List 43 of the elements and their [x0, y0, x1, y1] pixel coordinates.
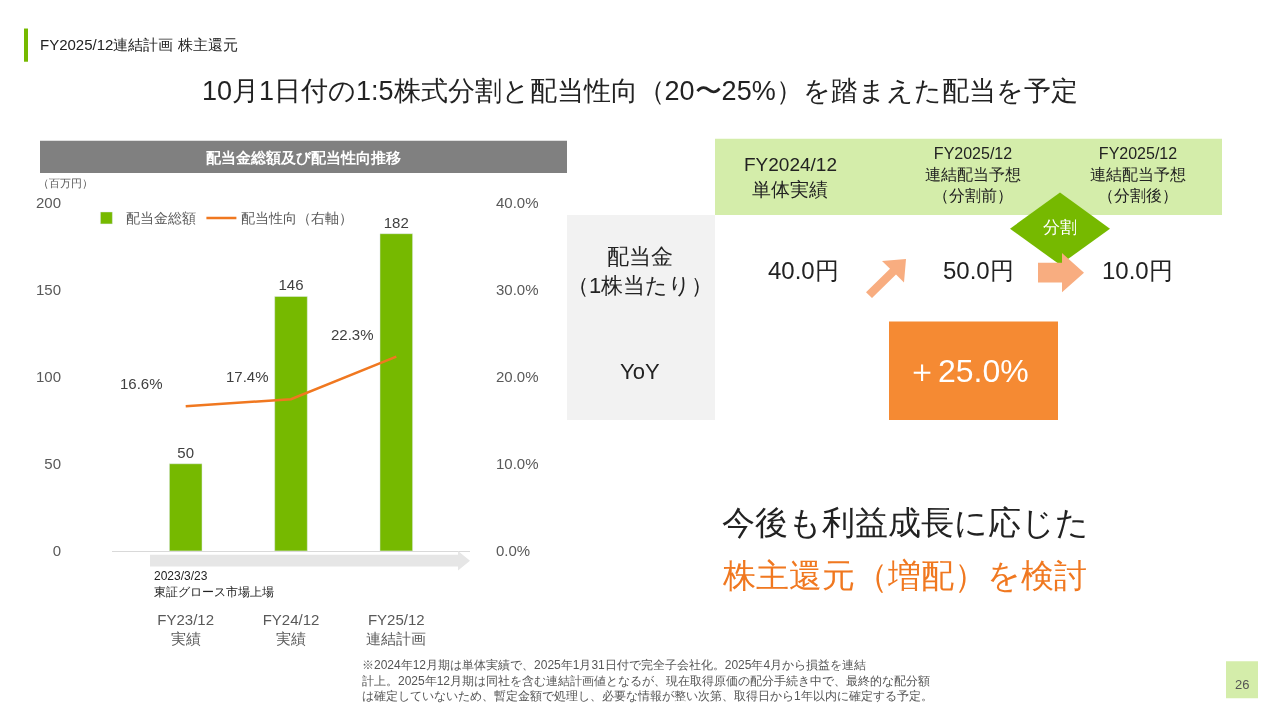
text: FY2024/12 単体実績	[744, 154, 837, 200]
y-tick-label: 50	[44, 455, 61, 473]
text: 10月1日付の1:5株式分割と配当性向（20〜25%）を踏まえた配当を予定	[202, 76, 1078, 106]
legend-label: 配当金総額	[126, 210, 197, 227]
text: ※2024年12月期は単体実績で、2025年1月31日付で完全子会社化。2025年4月から損益を連結計上。2025年12月期は同社を含む連結計画値となるが、現在取得原価の配分手続き中で、最終的な配分額は確定していないため、暫定金額で処理し、必要な情報が整い次第、取得日から1年以内に確定する予定。	[362, 658, 933, 704]
y-axis-title: （百万円）	[38, 177, 93, 189]
y-tick-label: 0	[52, 542, 61, 560]
data-label: 146	[278, 276, 304, 294]
data-label: 50	[177, 443, 195, 461]
text: 株主還元（増配）を検討	[722, 557, 1087, 594]
data-label: 16.6%	[120, 375, 163, 392]
y-tick-label: 200	[35, 193, 61, 211]
y2-tick-label: 10.0%	[496, 455, 539, 473]
text: FY2025/12 連結配当予想（分割後）	[1090, 145, 1186, 204]
legend-label: 配当性向（右軸）	[241, 210, 354, 227]
data-label: 17.4%	[226, 368, 269, 385]
text: FY2025/12連結計画 株主還元	[40, 36, 238, 53]
y2-tick-label: 20.0%	[496, 367, 539, 385]
text: YoY	[620, 359, 660, 384]
chart-title: 配当金総額及び配当性向推移	[206, 149, 401, 166]
text: 26	[1235, 677, 1250, 692]
bar	[274, 296, 308, 551]
text: 10.0円	[1102, 257, 1173, 284]
text: ＋25.0%	[906, 353, 1029, 389]
data-label: 182	[383, 213, 409, 231]
x-tick-label: FY25/12 連結計画	[366, 610, 427, 648]
y-tick-label: 100	[35, 367, 61, 385]
bar	[379, 233, 413, 551]
y2-tick-label: 40.0%	[496, 193, 539, 211]
y-tick-label: 150	[35, 280, 61, 298]
text: 今後も利益成長に応じた	[722, 504, 1089, 541]
data-label: 22.3%	[331, 326, 374, 343]
bar	[169, 463, 203, 551]
text: 50.0円	[943, 257, 1014, 284]
x-tick-label: FY24/12 実績	[262, 610, 320, 648]
text: FY2025/12 連結配当予想（分割前）	[925, 145, 1021, 204]
text: 2023/3/23 東証グロース市場上場	[154, 569, 274, 599]
text: 40.0円	[768, 257, 839, 284]
x-tick-label: FY23/12 実績	[157, 610, 215, 648]
y2-tick-label: 30.0%	[496, 280, 539, 298]
text: 分割	[1043, 218, 1077, 237]
text: 配当金（1株当たり）	[567, 244, 714, 298]
y2-tick-label: 0.0%	[496, 542, 531, 560]
